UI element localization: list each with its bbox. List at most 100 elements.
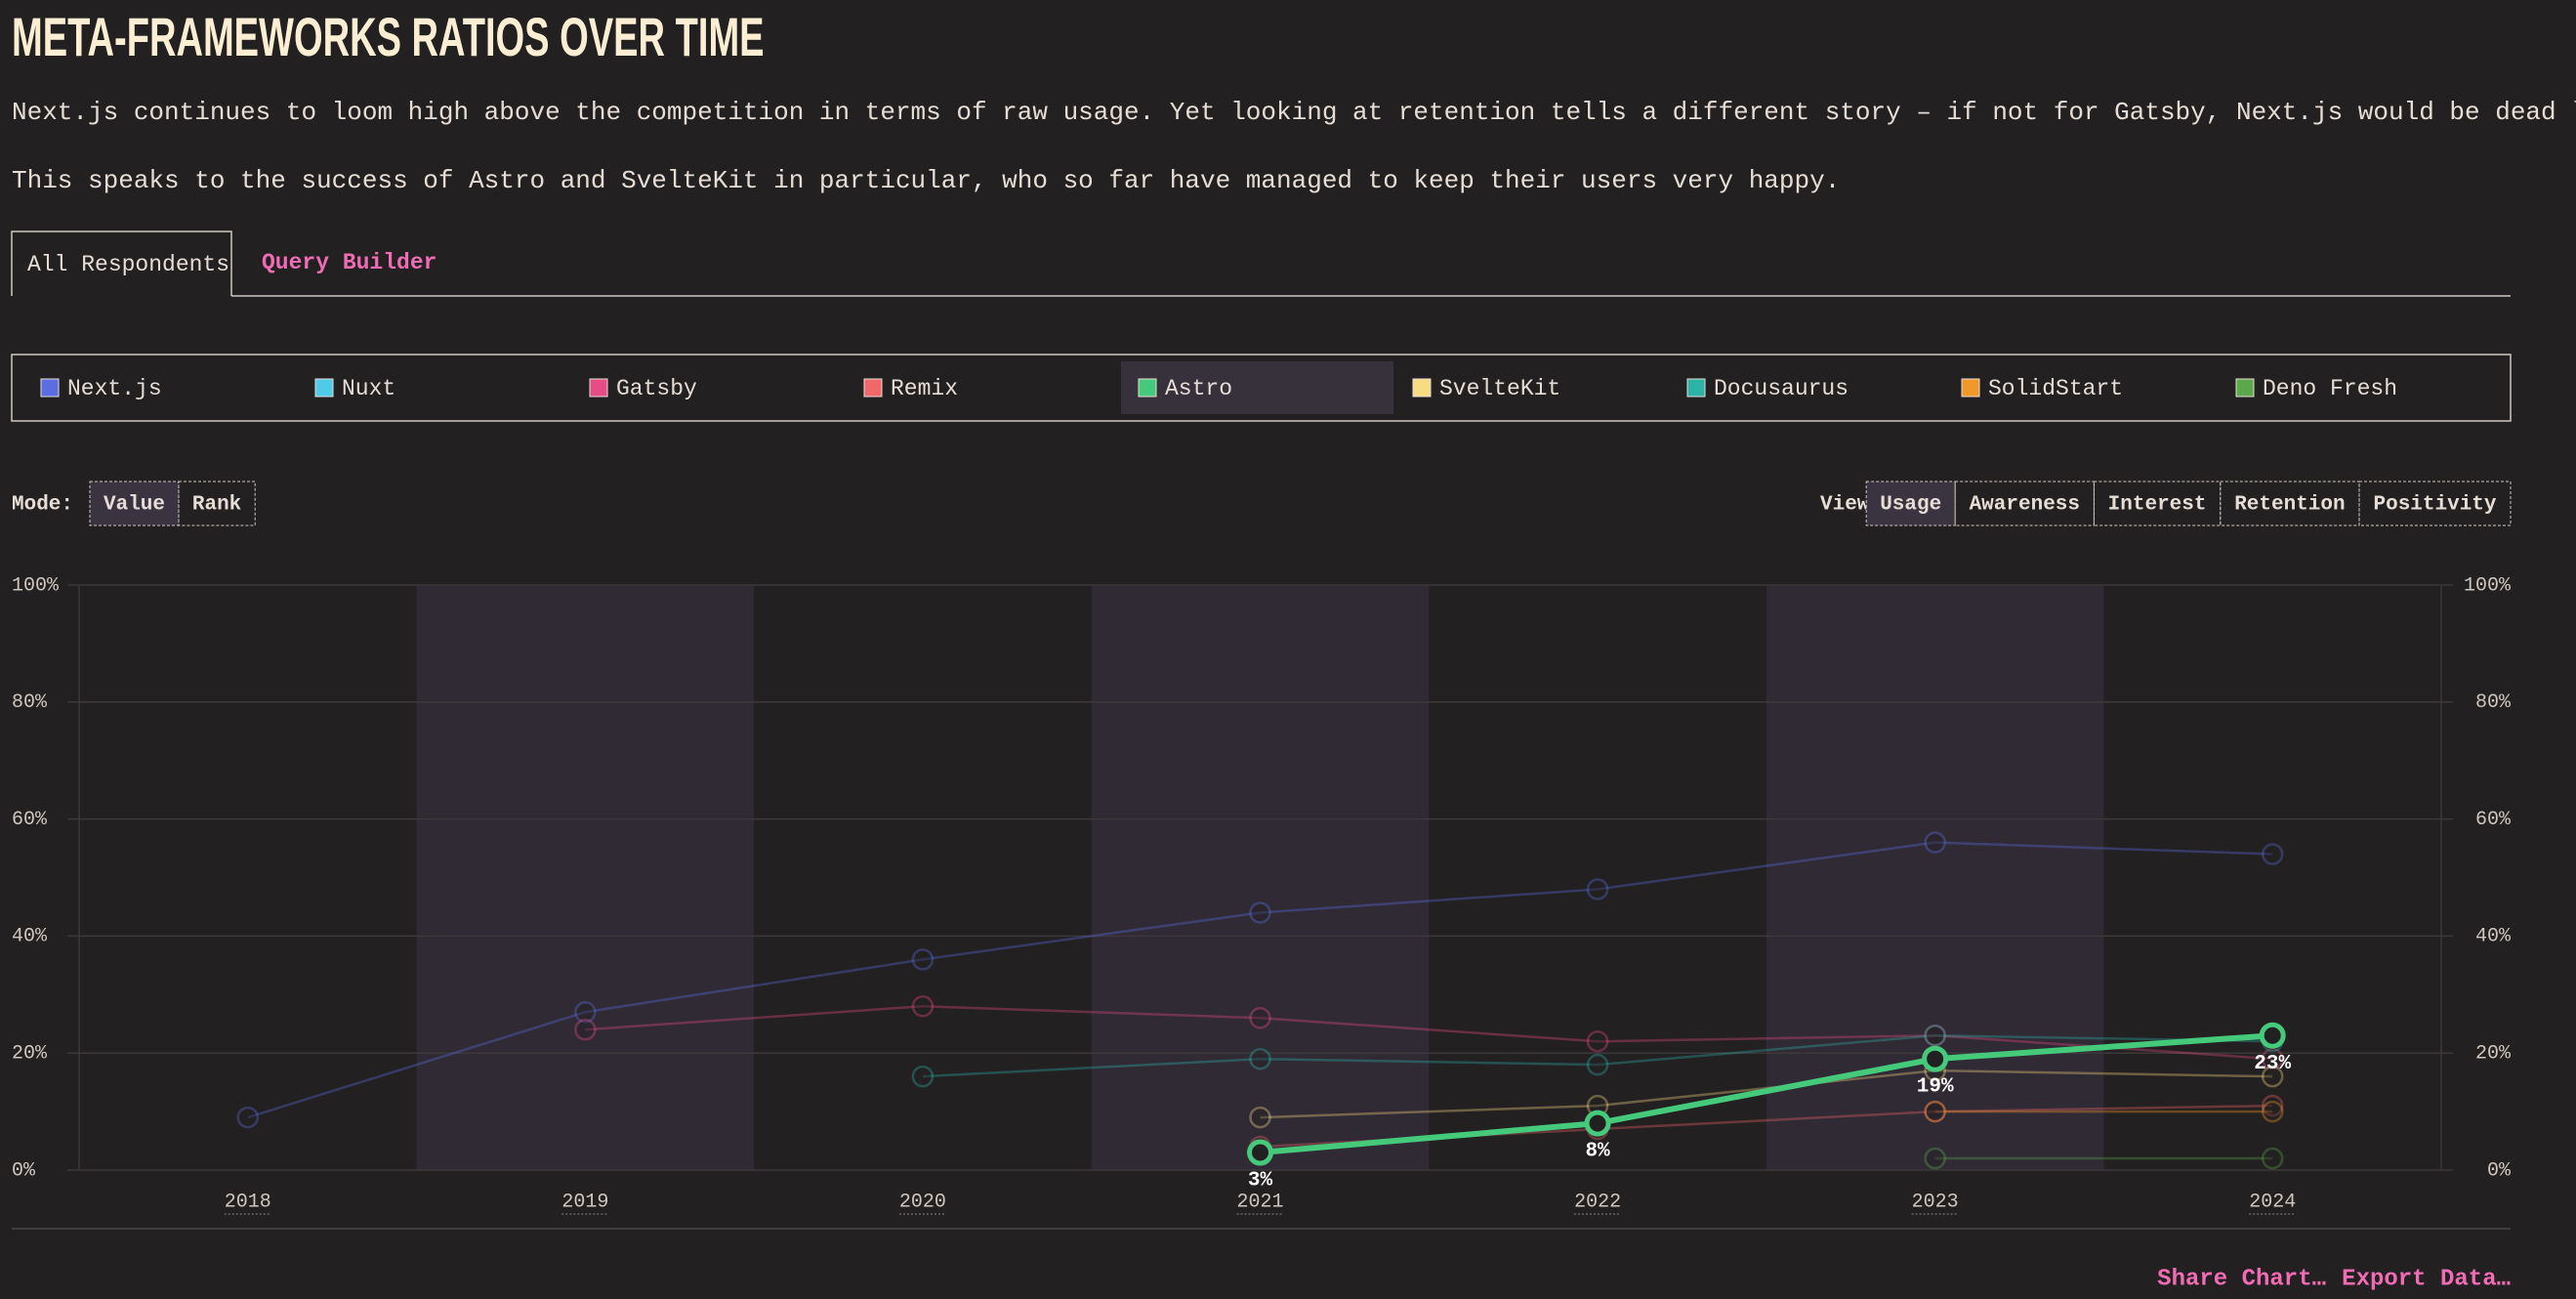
tab-outline <box>11 230 2511 297</box>
legend-swatch <box>314 378 334 398</box>
legend-item[interactable]: SolidStart <box>1988 376 2123 401</box>
legend-highlight <box>1121 361 1393 414</box>
data-point <box>2261 843 2284 865</box>
data-point <box>1586 1053 1609 1076</box>
tab[interactable]: Query Builder <box>262 250 436 275</box>
year-band <box>416 585 755 1170</box>
view-button[interactable] <box>1865 481 1956 526</box>
year-band <box>1766 585 2104 1170</box>
data-point <box>1924 831 1946 854</box>
data-point <box>1586 1029 1609 1053</box>
data-label: 23% <box>2254 1053 2291 1075</box>
legend-item[interactable]: Gatsby <box>616 376 697 401</box>
data-point <box>2261 1147 2284 1170</box>
share-link[interactable]: Share Chart… <box>2157 1266 2326 1292</box>
legend-swatch <box>40 378 60 398</box>
data-point <box>1924 1024 1946 1047</box>
view-button-label[interactable]: Retention <box>2234 494 2345 517</box>
legend-item[interactable]: Next.js <box>67 376 162 401</box>
data-point <box>2261 1047 2284 1070</box>
legend-item[interactable]: Nuxt <box>342 376 395 401</box>
view-button[interactable] <box>2358 481 2512 526</box>
view-button[interactable] <box>2220 481 2360 526</box>
legend-swatch <box>1412 378 1432 398</box>
data-point <box>574 1018 597 1041</box>
data-point <box>1249 1047 1271 1070</box>
x-tick-label: 2018 <box>225 1191 271 1213</box>
data-point <box>574 1001 597 1024</box>
legend-item[interactable]: Astro <box>1165 376 1232 401</box>
data-point <box>2261 1100 2284 1123</box>
data-point <box>2259 1022 2286 1049</box>
y-tick-label: 100% <box>12 574 60 597</box>
view-button-label[interactable]: Interest <box>2108 494 2207 517</box>
series-line <box>585 1005 2273 1061</box>
legend-item[interactable]: Remix <box>891 376 958 401</box>
x-tick-label: 2023 <box>1912 1191 1959 1213</box>
series-line <box>247 841 2273 1119</box>
y-tick-label-right: 0% <box>2487 1159 2512 1182</box>
data-label: 8% <box>1585 1141 1610 1163</box>
tab[interactable]: All Respondents <box>27 252 229 277</box>
page-title: META-FRAMEWORKS RATIOS OVER TIME <box>12 8 765 68</box>
data-label: 3% <box>1248 1170 1273 1193</box>
data-point <box>1924 1100 1946 1123</box>
legend-item[interactable]: Docusaurus <box>1714 376 1849 401</box>
legend-box <box>11 354 2512 422</box>
legend-item[interactable]: SvelteKit <box>1439 376 1560 401</box>
mode-button[interactable] <box>178 481 256 526</box>
view-button-label[interactable]: Awareness <box>1970 494 2080 517</box>
x-tick-label: 2020 <box>899 1191 946 1213</box>
x-tick-label: 2024 <box>2249 1191 2296 1213</box>
data-point <box>1922 1045 1949 1072</box>
data-point <box>2261 1094 2284 1117</box>
y-tick-label-right: 40% <box>2475 926 2512 948</box>
paragraph: Next.js continues to loom high above the… <box>12 98 2576 127</box>
legend-swatch <box>863 378 883 398</box>
y-tick-label-right: 20% <box>2475 1042 2512 1065</box>
data-point <box>1247 1139 1273 1166</box>
mode-button[interactable] <box>89 481 180 526</box>
data-point <box>1924 1024 1946 1047</box>
data-point <box>1249 1106 1271 1129</box>
y-tick-label: 40% <box>12 926 48 948</box>
y-tick-label-right: 80% <box>2475 691 2512 714</box>
data-point <box>2261 1065 2284 1088</box>
data-point <box>236 1106 260 1129</box>
data-label: 19% <box>1917 1076 1954 1099</box>
y-tick-label-right: 100% <box>2464 574 2512 597</box>
data-point <box>1249 1007 1271 1029</box>
x-tick-label: 2022 <box>1574 1191 1621 1213</box>
view-button-label[interactable]: Usage <box>1880 494 1941 517</box>
data-point <box>911 1065 935 1088</box>
view-button[interactable] <box>1954 481 2095 526</box>
legend-swatch <box>1138 378 1157 398</box>
view-button-label[interactable]: Positivity <box>2373 494 2496 517</box>
series-line <box>922 1033 2273 1078</box>
y-tick-label: 60% <box>12 809 48 831</box>
data-point <box>1249 901 1271 924</box>
mode-label: Mode: <box>12 494 73 517</box>
mode-button-label[interactable]: Value <box>104 494 165 517</box>
data-point <box>1924 1100 1946 1123</box>
year-band <box>1091 585 1430 1170</box>
y-tick-label: 20% <box>12 1042 48 1065</box>
export-link[interactable]: Export Data… <box>2342 1266 2511 1292</box>
legend-item[interactable]: Deno Fresh <box>2263 376 2397 401</box>
series-line <box>1260 1032 2273 1156</box>
legend-swatch <box>1686 378 1706 398</box>
x-tick-label: 2021 <box>1236 1191 1283 1213</box>
data-point <box>1584 1110 1611 1137</box>
legend-swatch <box>589 378 608 398</box>
legend-swatch <box>2235 378 2255 398</box>
y-tick-label: 0% <box>12 1159 36 1182</box>
y-tick-label-right: 60% <box>2475 809 2512 831</box>
x-tick-label: 2019 <box>561 1191 608 1213</box>
data-point <box>1586 878 1609 901</box>
y-tick-label: 80% <box>12 691 48 714</box>
data-point <box>1924 1147 1946 1170</box>
legend-swatch <box>1961 378 1980 398</box>
data-point <box>911 995 935 1018</box>
mode-button-label[interactable]: Rank <box>192 494 241 517</box>
